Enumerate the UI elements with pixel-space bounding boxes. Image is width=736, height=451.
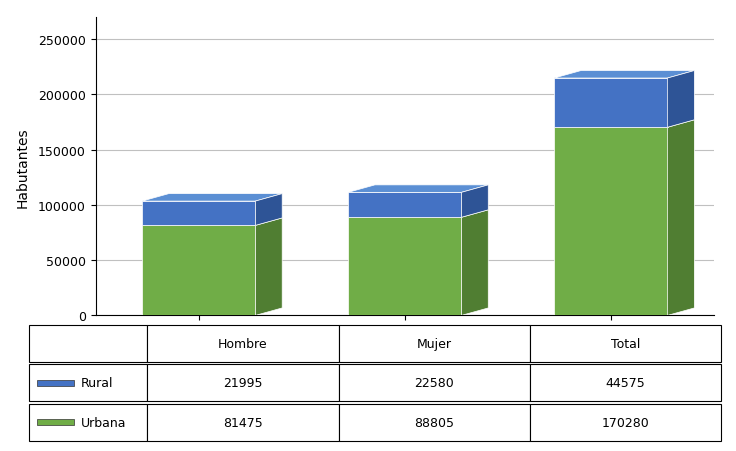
FancyBboxPatch shape (29, 326, 147, 362)
Text: 22580: 22580 (414, 377, 454, 390)
Polygon shape (255, 194, 282, 226)
Polygon shape (461, 210, 488, 316)
Polygon shape (348, 185, 488, 193)
Polygon shape (348, 210, 488, 218)
Bar (142, 202, 255, 226)
FancyBboxPatch shape (37, 380, 74, 386)
Bar (142, 226, 255, 316)
FancyBboxPatch shape (530, 404, 721, 441)
Text: 88805: 88805 (414, 416, 454, 429)
Text: 81475: 81475 (223, 416, 263, 429)
Text: 170280: 170280 (602, 416, 649, 429)
Bar (554, 79, 668, 128)
FancyBboxPatch shape (339, 404, 530, 441)
Y-axis label: Habutantes: Habutantes (15, 127, 29, 207)
Bar (348, 218, 461, 316)
Text: Mujer: Mujer (417, 337, 452, 350)
Polygon shape (668, 71, 694, 128)
Text: Total: Total (611, 337, 640, 350)
FancyBboxPatch shape (339, 365, 530, 401)
Text: Rural: Rural (81, 377, 113, 390)
Polygon shape (142, 218, 282, 226)
Polygon shape (668, 120, 694, 316)
FancyBboxPatch shape (530, 326, 721, 362)
Polygon shape (461, 185, 488, 218)
FancyBboxPatch shape (147, 326, 339, 362)
Bar (554, 128, 668, 316)
Polygon shape (554, 120, 694, 128)
Polygon shape (554, 71, 694, 79)
Polygon shape (255, 218, 282, 316)
Text: Urbana: Urbana (81, 416, 127, 429)
FancyBboxPatch shape (530, 365, 721, 401)
Text: 21995: 21995 (223, 377, 263, 390)
FancyBboxPatch shape (29, 404, 147, 441)
FancyBboxPatch shape (37, 419, 74, 425)
Bar (348, 193, 461, 218)
Text: Hombre: Hombre (218, 337, 268, 350)
FancyBboxPatch shape (339, 326, 530, 362)
Polygon shape (142, 194, 282, 202)
Text: 44575: 44575 (606, 377, 645, 390)
FancyBboxPatch shape (29, 365, 147, 401)
FancyBboxPatch shape (147, 365, 339, 401)
FancyBboxPatch shape (147, 404, 339, 441)
